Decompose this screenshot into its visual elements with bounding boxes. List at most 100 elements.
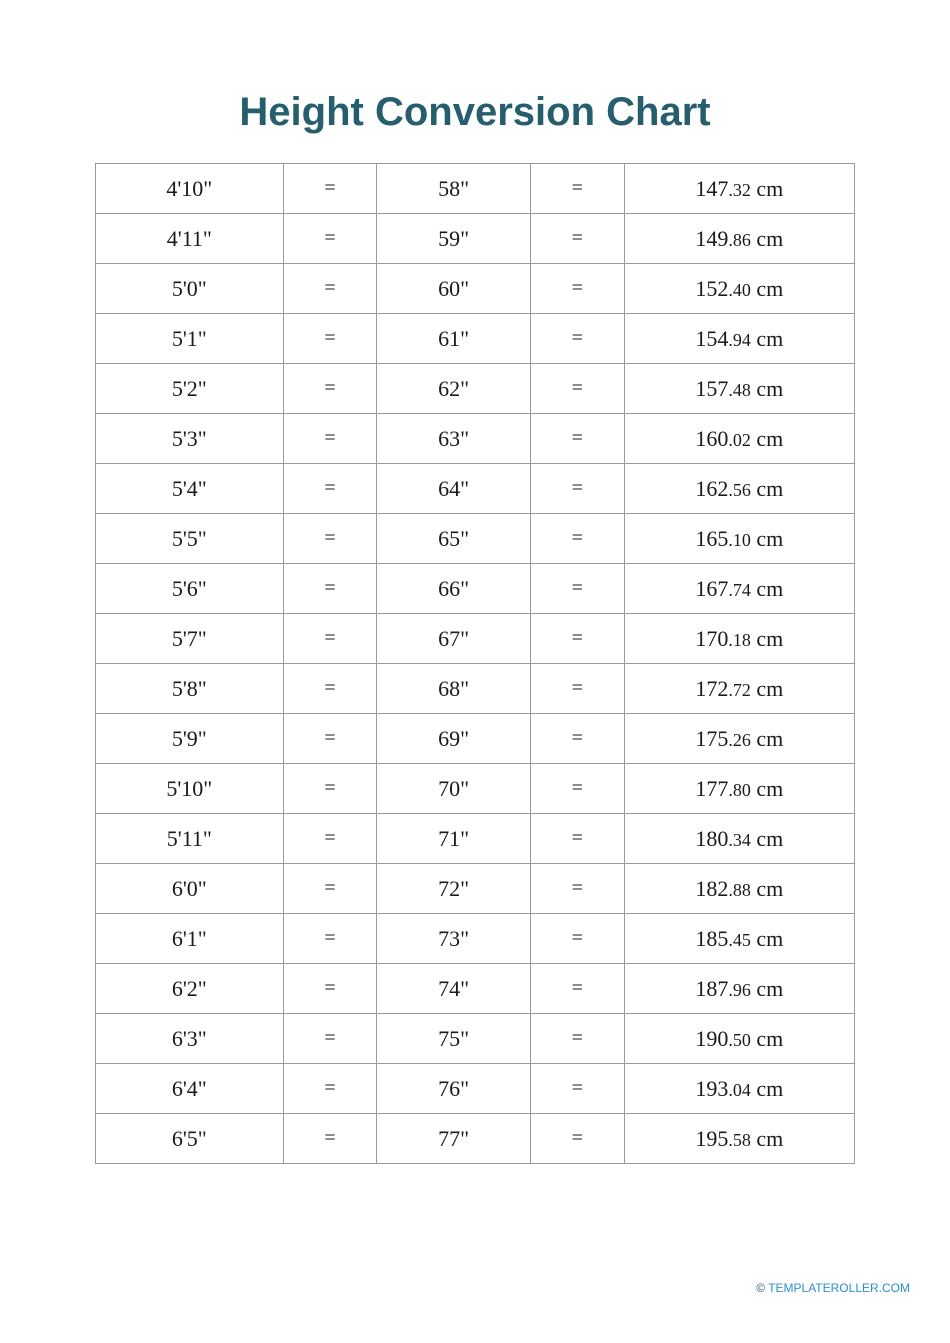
cm-decimal: .56 [728,480,751,500]
table-row: 5'0"=60"=152.40 cm [96,264,855,314]
cell-feet-inches: 4'11" [96,214,284,264]
table-row: 6'1"=73"=185.45 cm [96,914,855,964]
cell-equals: = [283,364,377,414]
cell-feet-inches: 5'7" [96,614,284,664]
cell-equals: = [283,914,377,964]
table-row: 5'6"=66"=167.74 cm [96,564,855,614]
cm-unit: cm [751,326,783,351]
cm-unit: cm [751,676,783,701]
cell-total-inches: 62" [377,364,531,414]
cell-centimeters: 195.58 cm [624,1114,854,1164]
cell-total-inches: 71" [377,814,531,864]
cm-unit: cm [751,426,783,451]
cm-integer: 195 [695,1126,728,1151]
cell-feet-inches: 6'3" [96,1014,284,1064]
cell-equals: = [283,464,377,514]
cm-integer: 154 [695,326,728,351]
cm-integer: 165 [695,526,728,551]
cm-decimal: .02 [728,430,751,450]
height-conversion-table: 4'10"=58"=147.32 cm4'11"=59"=149.86 cm5'… [95,163,855,1164]
cell-centimeters: 185.45 cm [624,914,854,964]
cell-equals: = [283,614,377,664]
cell-total-inches: 76" [377,1064,531,1114]
cell-total-inches: 68" [377,664,531,714]
cm-unit: cm [751,926,783,951]
cell-equals: = [530,814,624,864]
cm-unit: cm [751,1026,783,1051]
cell-feet-inches: 5'9" [96,714,284,764]
table-row: 6'5"=77"=195.58 cm [96,1114,855,1164]
cell-total-inches: 64" [377,464,531,514]
footer-link[interactable]: TEMPLATEROLLER.COM [768,1281,910,1295]
cell-equals: = [530,864,624,914]
cm-decimal: .74 [728,580,751,600]
cm-integer: 193 [695,1076,728,1101]
cm-integer: 185 [695,926,728,951]
cell-feet-inches: 6'1" [96,914,284,964]
cm-decimal: .86 [728,230,751,250]
cell-centimeters: 170.18 cm [624,614,854,664]
cell-equals: = [283,164,377,214]
cm-decimal: .40 [728,280,751,300]
table-row: 6'0"=72"=182.88 cm [96,864,855,914]
cm-integer: 152 [695,276,728,301]
cell-centimeters: 190.50 cm [624,1014,854,1064]
page-title: Height Conversion Chart [95,90,855,135]
table-row: 5'4"=64"=162.56 cm [96,464,855,514]
cell-feet-inches: 5'2" [96,364,284,414]
cell-feet-inches: 5'4" [96,464,284,514]
table-row: 5'8"=68"=172.72 cm [96,664,855,714]
cell-feet-inches: 5'11" [96,814,284,864]
cell-centimeters: 172.72 cm [624,664,854,714]
cm-integer: 147 [695,176,728,201]
cell-equals: = [283,214,377,264]
cm-integer: 177 [695,776,728,801]
cell-equals: = [530,964,624,1014]
cell-equals: = [530,664,624,714]
cell-feet-inches: 5'5" [96,514,284,564]
cell-equals: = [283,264,377,314]
cell-equals: = [283,414,377,464]
cell-equals: = [283,664,377,714]
cell-equals: = [283,314,377,364]
cm-unit: cm [751,776,783,801]
cell-centimeters: 182.88 cm [624,864,854,914]
cm-unit: cm [751,226,783,251]
cell-equals: = [530,364,624,414]
cm-unit: cm [751,176,783,201]
cell-feet-inches: 6'2" [96,964,284,1014]
cell-centimeters: 180.34 cm [624,814,854,864]
cell-centimeters: 193.04 cm [624,1064,854,1114]
cell-equals: = [530,1114,624,1164]
cell-total-inches: 58" [377,164,531,214]
cell-centimeters: 152.40 cm [624,264,854,314]
table-row: 5'3"=63"=160.02 cm [96,414,855,464]
cell-feet-inches: 5'10" [96,764,284,814]
cm-integer: 149 [695,226,728,251]
cell-equals: = [283,814,377,864]
cell-feet-inches: 5'6" [96,564,284,614]
cell-total-inches: 61" [377,314,531,364]
cm-integer: 187 [695,976,728,1001]
cell-total-inches: 74" [377,964,531,1014]
cell-equals: = [283,764,377,814]
cm-unit: cm [751,876,783,901]
cell-total-inches: 59" [377,214,531,264]
cm-decimal: .80 [728,780,751,800]
cell-equals: = [530,414,624,464]
cell-feet-inches: 5'8" [96,664,284,714]
cm-integer: 190 [695,1026,728,1051]
cell-total-inches: 70" [377,764,531,814]
cell-equals: = [530,714,624,764]
cell-equals: = [283,1064,377,1114]
cm-unit: cm [751,976,783,1001]
cell-centimeters: 147.32 cm [624,164,854,214]
cm-unit: cm [751,826,783,851]
cm-unit: cm [751,1076,783,1101]
cm-unit: cm [751,476,783,501]
cell-feet-inches: 5'0" [96,264,284,314]
cell-centimeters: 165.10 cm [624,514,854,564]
cell-centimeters: 157.48 cm [624,364,854,414]
cm-decimal: .04 [728,1080,751,1100]
cm-decimal: .50 [728,1030,751,1050]
